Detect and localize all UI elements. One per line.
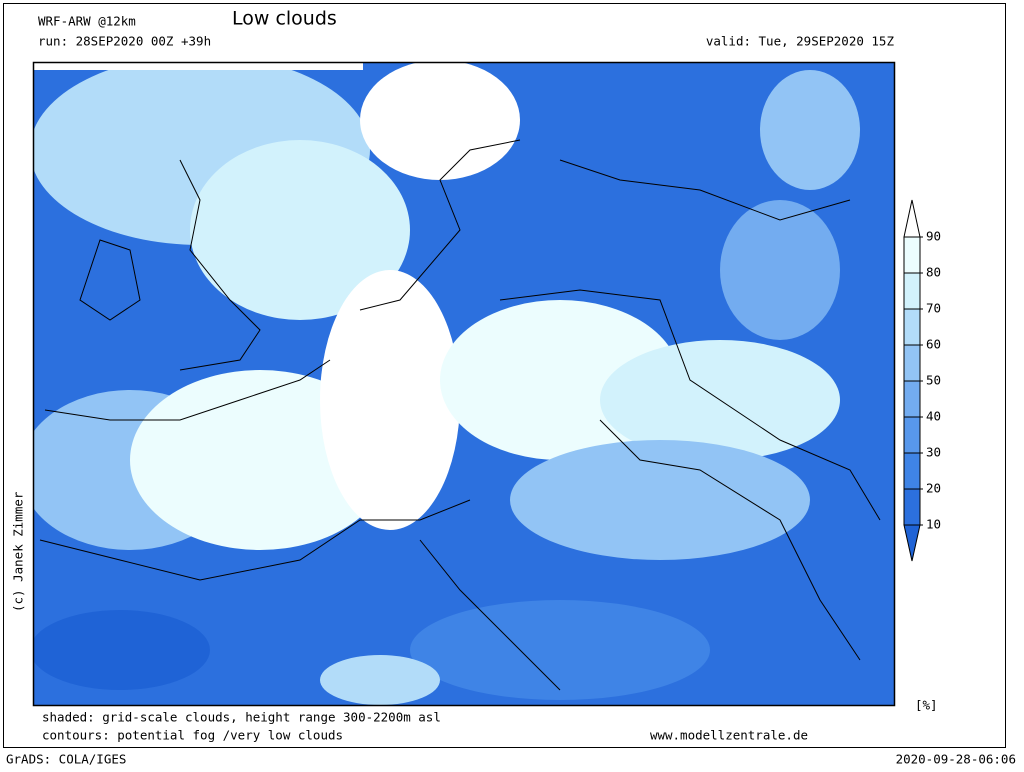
map-title: Low clouds — [232, 8, 337, 30]
colorbar-label: 30 — [926, 445, 941, 460]
timestamp: 2020-09-28-06:06 — [896, 752, 1016, 767]
colorbar-label: 80 — [926, 265, 941, 280]
colorbar-label: 90 — [926, 229, 941, 244]
colorbar-label: 40 — [926, 409, 941, 424]
colorbar-segment — [903, 308, 921, 346]
colorbar-segment — [903, 236, 921, 274]
colorbar-segment — [903, 416, 921, 454]
colorbar-segment — [903, 380, 921, 418]
valid-label: valid: Tue, 29SEP2020 15Z — [706, 34, 895, 49]
site-url: www.modellzentrale.de — [650, 728, 808, 743]
software-label: GrADS: COLA/IGES — [6, 752, 126, 767]
colorbar-label: 10 — [926, 517, 941, 532]
colorbar-label: 50 — [926, 373, 941, 388]
colorbar-segment — [903, 272, 921, 310]
map — [32, 61, 896, 707]
copyright: (c) Janek Zimmer — [11, 491, 26, 612]
colorbar-segment — [903, 344, 921, 382]
colorbar-segment — [903, 452, 921, 490]
colorbar-label: 60 — [926, 337, 941, 352]
colorbar-label: 20 — [926, 481, 941, 496]
colorbar-segment — [903, 488, 921, 526]
colorbar-label: 70 — [926, 301, 941, 316]
run-label: run: 28SEP2020 00Z +39h — [38, 34, 211, 49]
colorbar: 10 20 30 40 50 60 70 80 90 — [903, 199, 941, 562]
model-label: WRF-ARW @12km — [38, 14, 136, 29]
colorbar-high — [903, 199, 921, 238]
shaded-note: shaded: grid-scale clouds, height range … — [42, 710, 441, 725]
unit-label: [%] — [915, 698, 938, 713]
contours-note: contours: potential fog /very low clouds — [42, 728, 343, 743]
